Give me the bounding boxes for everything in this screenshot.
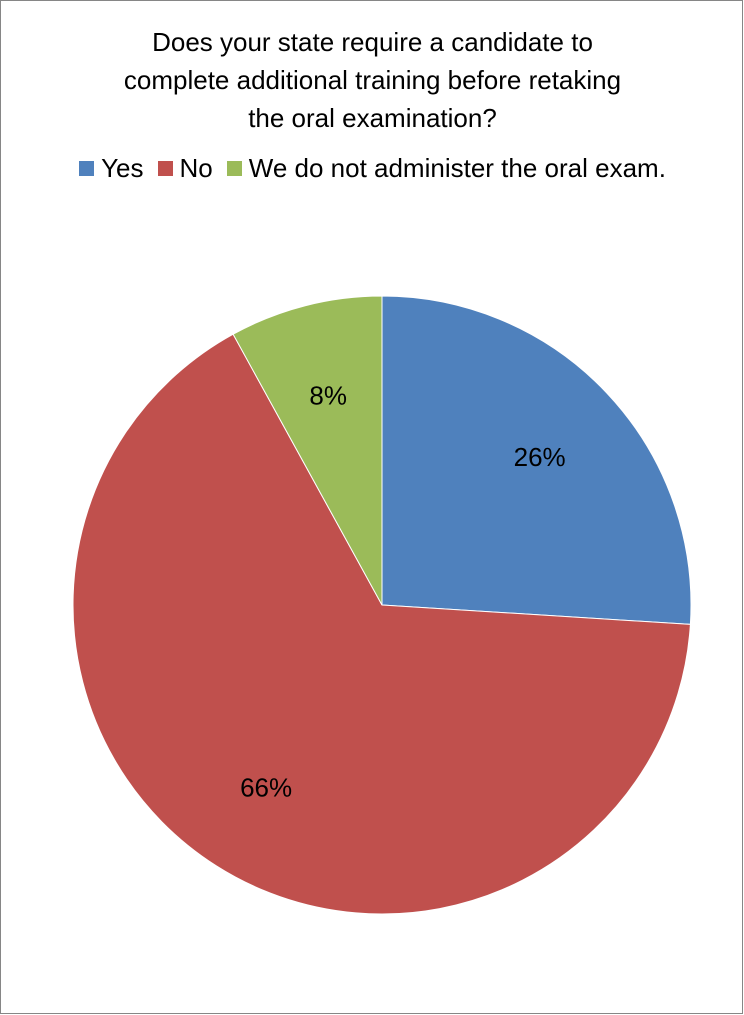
chart-legend: Yes No We do not administer the oral exa… [1,151,744,185]
chart-title: Does your state require a candidate to c… [1,23,744,137]
legend-swatch-no-oral-exam [226,160,242,176]
chart-title-line-3: the oral examination? [248,103,497,133]
legend-item-no-oral-exam: We do not administer the oral exam. [226,151,666,185]
legend-label-no: No [179,153,213,183]
legend-item-yes: Yes [79,151,144,185]
legend-swatch-no [157,160,173,176]
legend-label-yes: Yes [101,153,144,183]
legend-swatch-yes [79,160,95,176]
chart-title-line-1: Does your state require a candidate to [152,27,593,57]
data-label-no-oral-exam: 8% [309,380,347,410]
data-label-no: 66% [240,773,292,803]
legend-item-no: No [157,151,213,185]
pie-slice-no [72,333,691,915]
chart-title-line-2: complete additional training before reta… [123,65,622,95]
data-label-yes: 26% [514,442,566,472]
pie-slice-no-oral-exam [232,295,383,606]
pie-slice-yes [381,295,692,625]
legend-label-no-oral-exam: We do not administer the oral exam. [248,153,666,183]
